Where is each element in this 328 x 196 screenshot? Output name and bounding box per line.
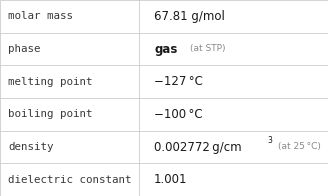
Text: dielectric constant: dielectric constant [8,175,132,185]
Text: melting point: melting point [8,77,93,87]
Text: (at STP): (at STP) [190,44,226,54]
Text: phase: phase [8,44,41,54]
Text: boiling point: boiling point [8,109,93,119]
Text: (at 25 °C): (at 25 °C) [278,142,321,152]
Text: 1.001: 1.001 [154,173,188,186]
Text: 3: 3 [267,136,272,145]
Text: gas: gas [154,43,177,55]
Text: 0.002772 g/cm: 0.002772 g/cm [154,141,242,153]
Text: −127 °C: −127 °C [154,75,203,88]
Text: 67.81 g/mol: 67.81 g/mol [154,10,225,23]
Text: density: density [8,142,54,152]
Text: −100 °C: −100 °C [154,108,203,121]
Text: molar mass: molar mass [8,11,73,21]
